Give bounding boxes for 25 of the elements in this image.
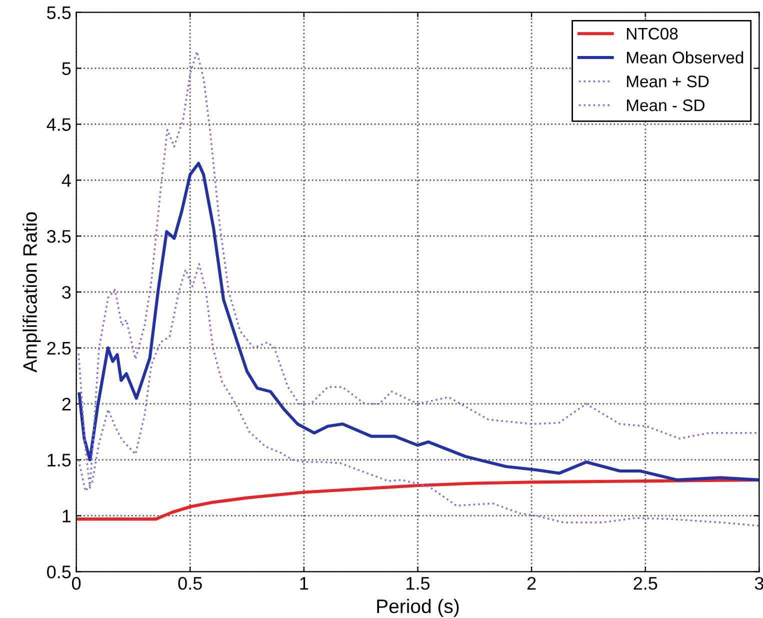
y-tick-label: 2 — [62, 398, 71, 410]
y-tick-label: 0.5 — [47, 566, 71, 578]
x-tick-label: 3 — [754, 576, 763, 590]
y-tick-label: 1.5 — [48, 454, 71, 467]
x-tick-label: 1 — [300, 577, 308, 590]
x-tick-label: 1.5 — [406, 577, 430, 590]
y-tick-label: 1 — [62, 510, 71, 522]
x-axis-title: Period (s) — [377, 598, 459, 618]
y-tick-label: 4.5 — [46, 118, 71, 131]
line-series — [78, 162, 760, 482]
x-tick-label: 2.5 — [634, 576, 658, 590]
x-tick-label: 2 — [527, 576, 536, 590]
legend-label: NTC08 — [626, 28, 678, 40]
legend-label: Mean Observed — [626, 51, 744, 64]
y-tick-label: 2.5 — [47, 342, 71, 355]
y-tick-label: 5 — [62, 62, 71, 76]
x-tick-label: 0 — [72, 576, 81, 590]
y-tick-label: 3.5 — [47, 230, 71, 243]
y-axis-title: Amplification Ratio — [22, 212, 41, 372]
x-tick-label: 0.5 — [178, 576, 202, 590]
legend-label: Mean - SD — [626, 99, 704, 112]
y-tick-label: 3 — [62, 286, 71, 299]
y-tick-label: 4 — [62, 174, 71, 187]
y-tick-label: 5.5 — [47, 6, 71, 20]
legend-label: Mean + SD — [626, 76, 709, 88]
